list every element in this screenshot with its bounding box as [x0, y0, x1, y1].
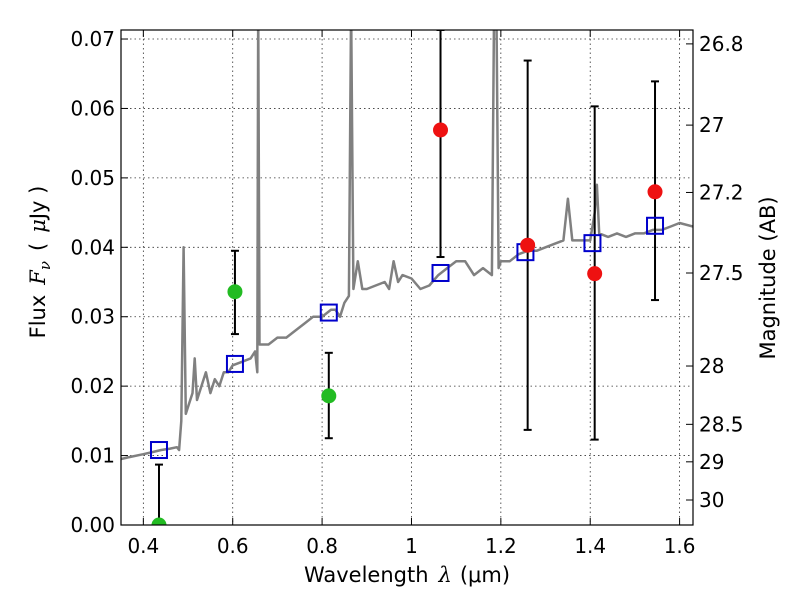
measured-point — [433, 122, 449, 138]
model-photometry-square — [225, 354, 244, 373]
y-axis-label-subscript: ν — [36, 261, 54, 270]
plot-frame — [120, 29, 694, 526]
model-photometry-square — [431, 263, 450, 282]
measured-point — [321, 388, 337, 404]
x-tick-label: 1.2 — [485, 534, 517, 558]
y-axis-label-symbol: F — [26, 269, 50, 286]
y2-tick-label: 30 — [699, 488, 724, 512]
y-tick-label: 0.07 — [70, 27, 115, 51]
y-tick-label: 0.02 — [70, 374, 115, 398]
y2-tick-label: 27.2 — [699, 180, 744, 204]
x-axis-label-unit: (μm) — [460, 563, 510, 587]
y-axis-label-unit-rest: Jy ) — [26, 186, 50, 222]
x-tick-label: 1.6 — [664, 534, 696, 558]
y-tick-label: 0.04 — [70, 235, 115, 259]
y-axis-label-text: Flux — [26, 295, 50, 339]
y-tick-label: 0.03 — [70, 305, 115, 329]
measured-point — [587, 266, 603, 282]
y2-tick-label: 29 — [699, 450, 724, 474]
measured-point — [647, 184, 663, 200]
y2-tick-label: 28 — [699, 354, 724, 378]
model-photometry-square — [149, 441, 168, 460]
x-tick-label: 1.4 — [574, 534, 606, 558]
y-tick-label: 0.06 — [70, 96, 115, 120]
model-photometry-square — [583, 234, 602, 253]
x-axis-label-symbol: λ — [438, 563, 452, 587]
y2-axis-label: Magnitude (AB) — [756, 196, 780, 359]
x-axis-label: Wavelength λ (μm) — [304, 563, 510, 587]
x-tick-label: 0.4 — [127, 534, 159, 558]
model-photometry-square — [319, 303, 338, 322]
x-axis-label-text: Wavelength — [304, 563, 429, 587]
y2-tick-label: 28.5 — [699, 412, 744, 436]
y-axis-label: Flux Fν ( μJy ) — [26, 186, 54, 339]
data-layer — [121, 30, 693, 525]
model-photometry-square — [646, 216, 665, 235]
y-tick-label: 0.00 — [70, 513, 115, 537]
y2-tick-label: 27.5 — [699, 261, 744, 285]
y2-tick-label: 27 — [699, 113, 724, 137]
y-tick-label: 0.01 — [70, 444, 115, 468]
x-tick-label: 0.6 — [217, 534, 249, 558]
measured-point — [520, 237, 536, 253]
y-axis-label-unit-open: ( — [26, 243, 50, 251]
measured-point — [151, 517, 167, 525]
x-tick-label: 0.8 — [306, 534, 338, 558]
spectrum-line — [121, 30, 693, 461]
measured-point — [227, 284, 243, 300]
tick-marks — [121, 30, 693, 526]
tick-labels: 0.4 0.6 0.8 1 1.2 1.4 1.6 0.00 0.01 0.02 0.03 0.04 0… — [70, 27, 743, 558]
y2-tick-label: 26.8 — [699, 32, 744, 56]
y-tick-label: 0.05 — [70, 166, 115, 190]
x-tick-label: 1 — [405, 534, 418, 558]
y-axis-label-unit-mu: μ — [26, 219, 50, 233]
